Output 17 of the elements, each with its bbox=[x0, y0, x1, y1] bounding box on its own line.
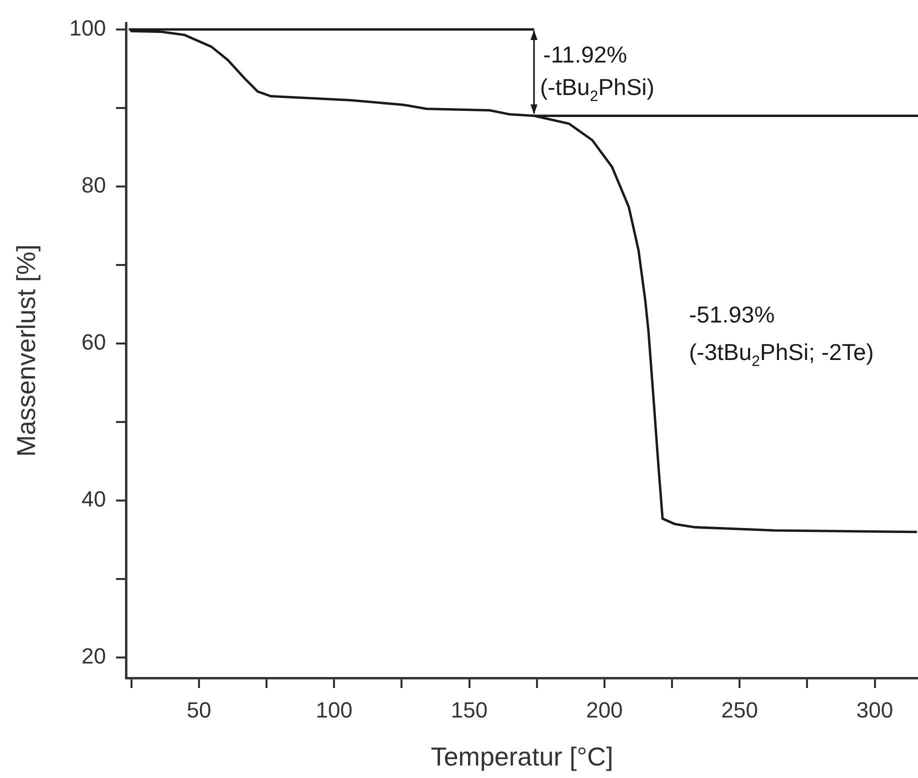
x-tick-label: 50 bbox=[186, 697, 212, 722]
x-tick-label: 100 bbox=[316, 697, 352, 722]
y-axis-title: Massenverlust [%] bbox=[10, 244, 41, 457]
annotation: (-tBu$_{2}$PhSi) bbox=[540, 74, 654, 105]
x-tick-label: 250 bbox=[721, 697, 758, 722]
y-tick-label: 60 bbox=[82, 330, 106, 355]
y-tick-label: 80 bbox=[82, 172, 106, 198]
y-tick-label: 20 bbox=[82, 644, 106, 669]
y-tick-label: 40 bbox=[82, 486, 106, 512]
x-tick-label: 300 bbox=[856, 697, 894, 722]
annotation: -51.93% bbox=[689, 302, 775, 328]
x-axis-title: Temperatur [°C] bbox=[430, 742, 614, 772]
annotation: -11.92% bbox=[543, 42, 628, 68]
y-tick-label: 100 bbox=[69, 16, 106, 41]
x-tick-label: 200 bbox=[586, 697, 623, 722]
x-tick-label: 150 bbox=[450, 697, 488, 722]
annotation: (-3tBu$_{2}$PhSi; -2Te) bbox=[689, 339, 874, 370]
